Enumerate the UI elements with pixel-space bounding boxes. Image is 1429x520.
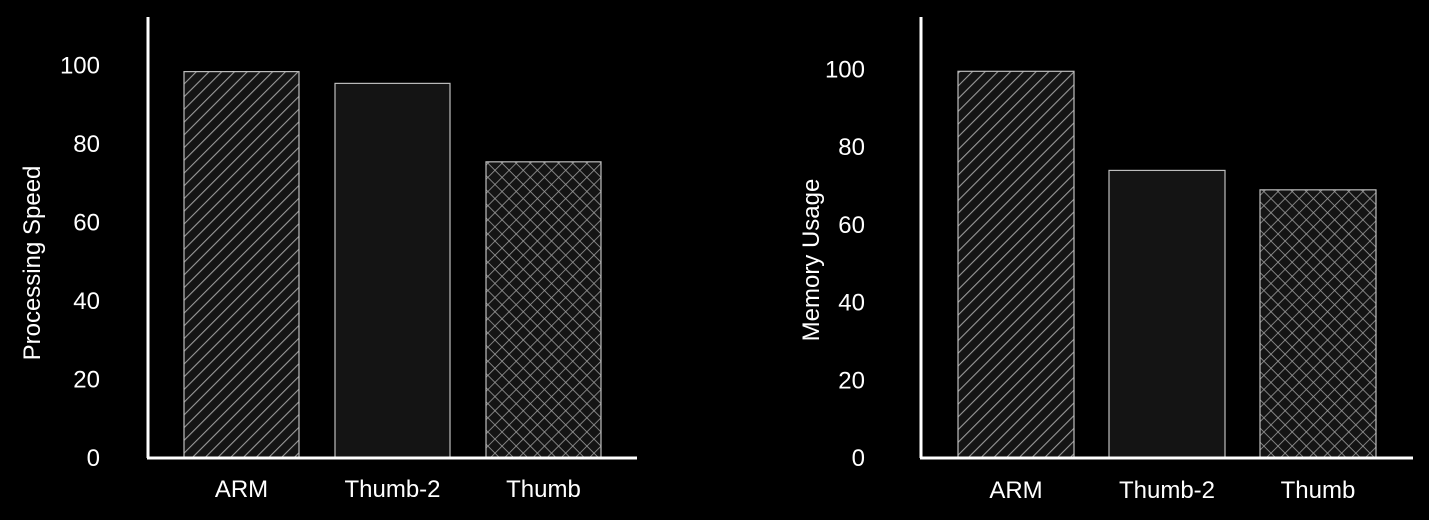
bar-thumb xyxy=(1259,189,1377,459)
x-tick-labels: ARM Thumb-2 Thumb xyxy=(215,476,581,503)
y-tick-label: 60 xyxy=(838,212,865,239)
bar-thumb-2 xyxy=(334,82,451,459)
y-tick-labels: 0 20 40 60 80 100 xyxy=(825,56,865,472)
bar-arm xyxy=(957,70,1075,459)
x-tick-label-thumb-2: Thumb-2 xyxy=(344,476,440,503)
y-tick-label: 100 xyxy=(825,56,865,83)
bar-arm xyxy=(183,71,300,459)
y-tick-label: 0 xyxy=(852,445,865,472)
y-tick-label: 100 xyxy=(60,53,100,80)
y-tick-label: 0 xyxy=(87,445,100,472)
memory-usage-chart: Memory Usage 0 20 40 60 80 100 ARM Thumb-2 Thum… xyxy=(776,0,1429,515)
y-tick-label: 40 xyxy=(838,290,865,317)
processing-speed-chart: Processing Speed 0 20 40 60 80 100 ARM Thumb-2… xyxy=(0,0,714,515)
y-axis-label: Processing Speed xyxy=(19,166,46,361)
processing-speed-chart-svg: Processing Speed 0 20 40 60 80 100 ARM Thumb-2… xyxy=(19,17,637,503)
x-tick-label-thumb-2: Thumb-2 xyxy=(1119,477,1215,504)
y-tick-labels: 0 20 40 60 80 100 xyxy=(60,53,100,472)
x-tick-label-arm: ARM xyxy=(215,476,268,503)
memory-usage-chart-svg: Memory Usage 0 20 40 60 80 100 ARM Thumb-2 Thum… xyxy=(798,17,1413,504)
y-tick-label: 40 xyxy=(73,288,100,315)
x-tick-label-thumb: Thumb xyxy=(506,476,581,503)
bar-thumb xyxy=(485,161,602,459)
y-axis-label: Memory Usage xyxy=(798,179,825,342)
y-tick-label: 80 xyxy=(838,134,865,161)
bars xyxy=(957,70,1377,459)
y-tick-label: 20 xyxy=(73,367,100,394)
y-tick-label: 20 xyxy=(838,367,865,394)
bar-thumb-2 xyxy=(1108,169,1226,459)
y-tick-label: 80 xyxy=(73,131,100,158)
x-tick-label-arm: ARM xyxy=(989,477,1042,504)
bars xyxy=(183,71,602,459)
y-tick-label: 60 xyxy=(73,210,100,237)
x-tick-label-thumb: Thumb xyxy=(1281,477,1356,504)
x-tick-labels: ARM Thumb-2 Thumb xyxy=(989,477,1355,504)
